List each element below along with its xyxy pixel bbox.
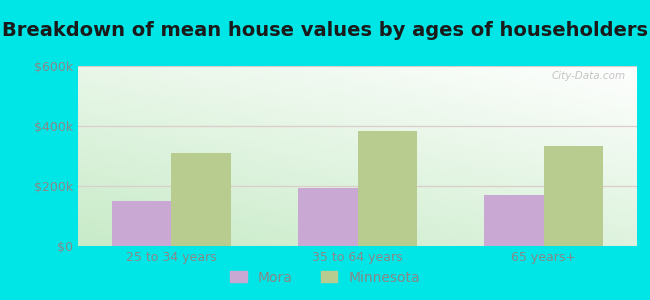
Text: City-Data.com: City-Data.com [552, 71, 626, 81]
Legend: Mora, Minnesota: Mora, Minnesota [224, 265, 426, 290]
Bar [358, 130, 417, 246]
Bar [171, 153, 231, 246]
Bar [544, 146, 603, 246]
Text: Breakdown of mean house values by ages of householders: Breakdown of mean house values by ages o… [2, 21, 648, 40]
Bar [298, 188, 358, 246]
Bar [112, 201, 171, 246]
Bar [484, 195, 544, 246]
